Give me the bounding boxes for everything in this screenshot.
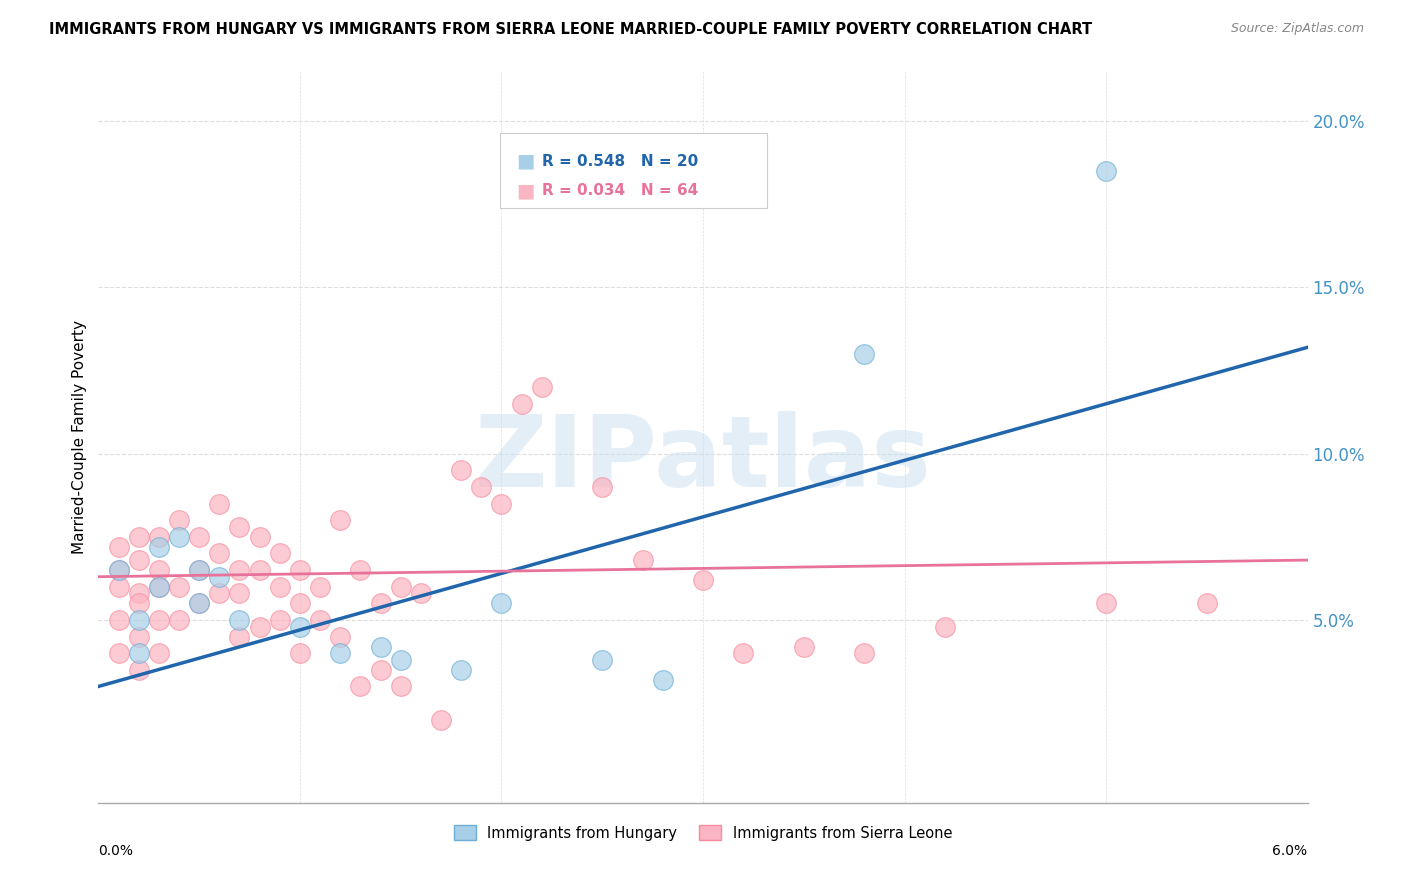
Point	[934, 619, 956, 633]
Legend: Immigrants from Hungary, Immigrants from Sierra Leone: Immigrants from Hungary, Immigrants from…	[449, 820, 957, 847]
Point	[349, 680, 371, 694]
Point	[148, 580, 170, 594]
Text: 0.0%: 0.0%	[98, 845, 134, 858]
Point	[167, 530, 190, 544]
Point	[167, 513, 190, 527]
Point	[370, 596, 392, 610]
Point	[389, 653, 412, 667]
Text: IMMIGRANTS FROM HUNGARY VS IMMIGRANTS FROM SIERRA LEONE MARRIED-COUPLE FAMILY PO: IMMIGRANTS FROM HUNGARY VS IMMIGRANTS FR…	[49, 22, 1092, 37]
Point	[188, 563, 211, 577]
Point	[288, 596, 311, 610]
Point	[288, 619, 311, 633]
Point	[288, 646, 311, 660]
Point	[128, 613, 150, 627]
Point	[530, 380, 553, 394]
Point	[1095, 596, 1118, 610]
Point	[1095, 164, 1118, 178]
Point	[733, 646, 755, 660]
Point	[148, 540, 170, 554]
Point	[128, 530, 150, 544]
Text: ■: ■	[517, 181, 536, 200]
Point	[329, 646, 352, 660]
Point	[370, 663, 392, 677]
Point	[631, 553, 654, 567]
Point	[510, 397, 533, 411]
Point	[107, 580, 129, 594]
Point	[329, 630, 352, 644]
Text: R = 0.548   N = 20: R = 0.548 N = 20	[543, 153, 699, 169]
Point	[107, 563, 129, 577]
Point	[228, 586, 250, 600]
Point	[128, 586, 150, 600]
Text: ZIPatlas: ZIPatlas	[475, 410, 931, 508]
Point	[228, 563, 250, 577]
Text: R = 0.034   N = 64: R = 0.034 N = 64	[543, 183, 699, 198]
Point	[491, 497, 513, 511]
Point	[188, 530, 211, 544]
Point	[269, 580, 291, 594]
Point	[249, 530, 271, 544]
Point	[389, 580, 412, 594]
Point	[188, 596, 211, 610]
Point	[329, 513, 352, 527]
Point	[309, 580, 332, 594]
Point	[167, 613, 190, 627]
Point	[389, 680, 412, 694]
Point	[208, 546, 231, 560]
Point	[853, 646, 876, 660]
Text: ■: ■	[517, 152, 536, 170]
Point	[430, 713, 453, 727]
Point	[148, 563, 170, 577]
Point	[107, 613, 129, 627]
Point	[128, 553, 150, 567]
Point	[228, 520, 250, 534]
Point	[269, 546, 291, 560]
Point	[167, 580, 190, 594]
Point	[107, 563, 129, 577]
Point	[107, 646, 129, 660]
Point	[309, 613, 332, 627]
Point	[591, 480, 613, 494]
Point	[148, 580, 170, 594]
Point	[491, 596, 513, 610]
Point	[651, 673, 673, 687]
Point	[470, 480, 492, 494]
Y-axis label: Married-Couple Family Poverty: Married-Couple Family Poverty	[72, 320, 87, 554]
Point	[793, 640, 815, 654]
Point	[188, 596, 211, 610]
Point	[591, 653, 613, 667]
Point	[249, 563, 271, 577]
Point	[409, 586, 432, 600]
Point	[1195, 596, 1218, 610]
Point	[208, 570, 231, 584]
Point	[128, 630, 150, 644]
Point	[128, 596, 150, 610]
Point	[228, 613, 250, 627]
Point	[450, 463, 472, 477]
Point	[128, 663, 150, 677]
Point	[269, 613, 291, 627]
Point	[450, 663, 472, 677]
Point	[853, 347, 876, 361]
Point	[228, 630, 250, 644]
Point	[128, 646, 150, 660]
Text: 6.0%: 6.0%	[1272, 845, 1308, 858]
Point	[188, 563, 211, 577]
Point	[148, 646, 170, 660]
Point	[107, 540, 129, 554]
Point	[249, 619, 271, 633]
Point	[148, 530, 170, 544]
Point	[692, 573, 714, 587]
Point	[208, 586, 231, 600]
Point	[208, 497, 231, 511]
Point	[148, 613, 170, 627]
Point	[370, 640, 392, 654]
Point	[349, 563, 371, 577]
Point	[288, 563, 311, 577]
Text: Source: ZipAtlas.com: Source: ZipAtlas.com	[1230, 22, 1364, 36]
